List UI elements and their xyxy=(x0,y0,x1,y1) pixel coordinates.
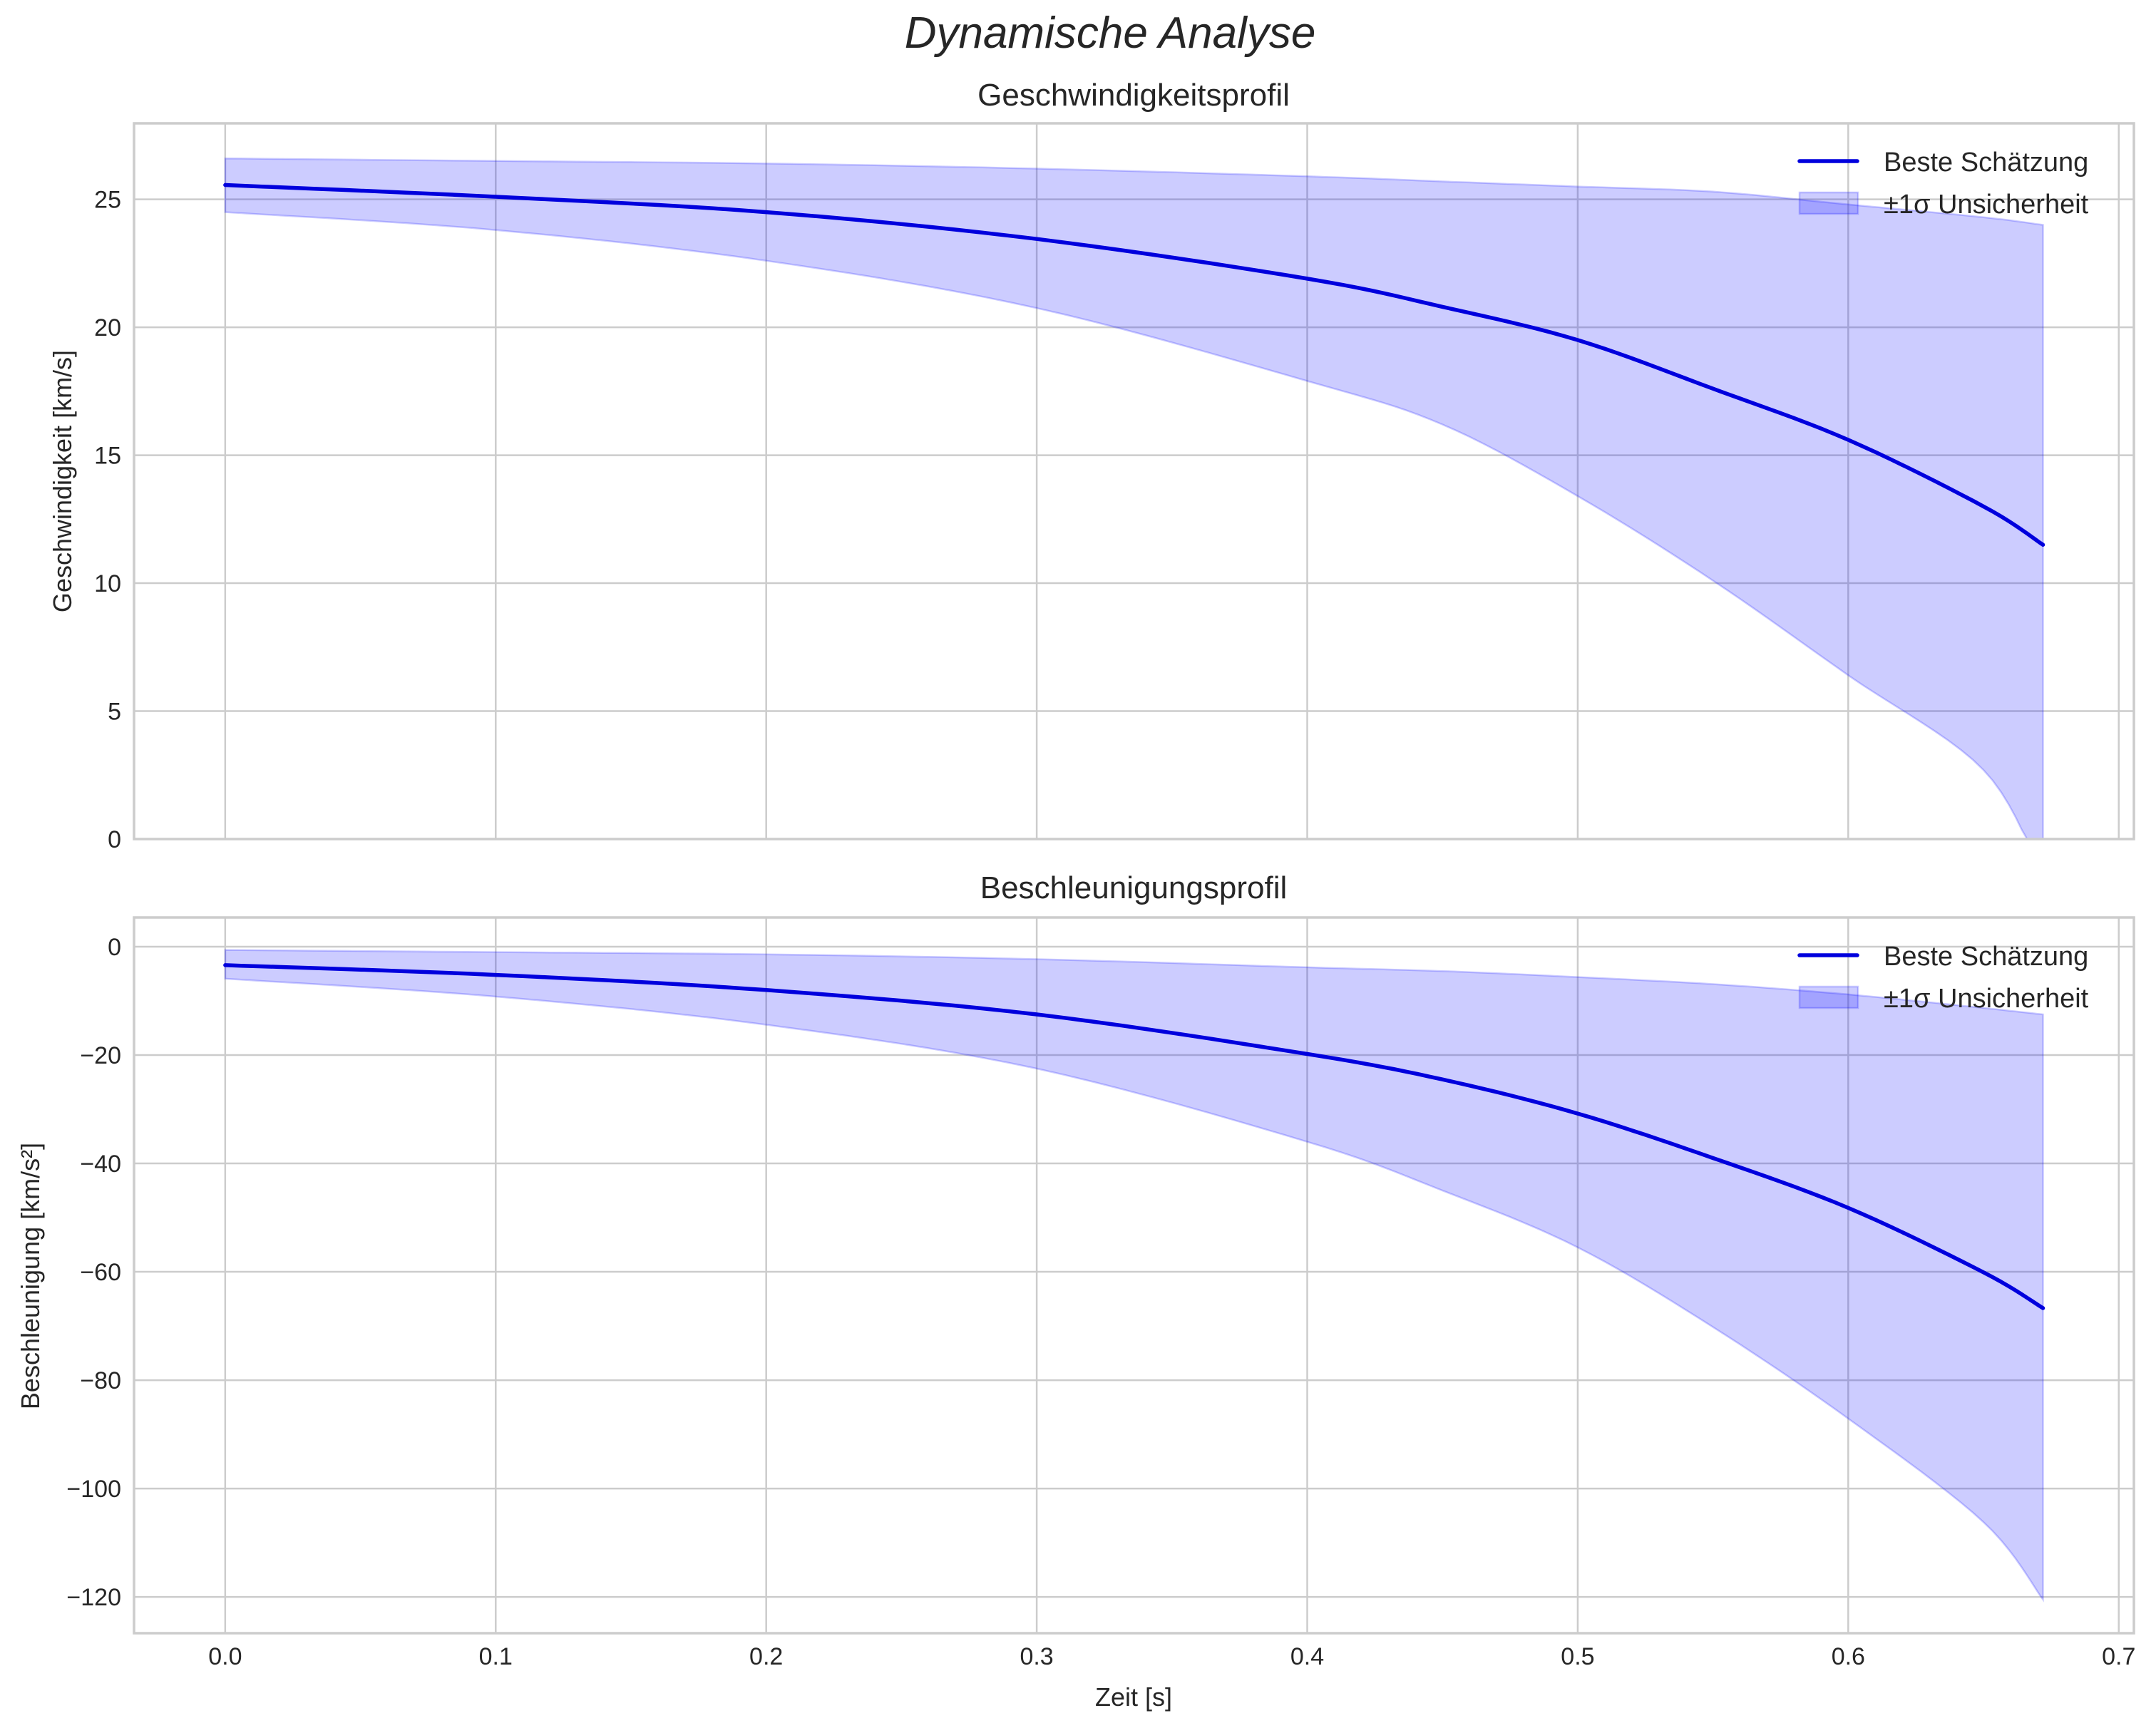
acceleration-plot-frame xyxy=(133,916,2135,1635)
figure-title: Dynamische Analyse xyxy=(905,9,1316,58)
acceleration-uncertainty-band xyxy=(224,949,2044,1603)
y-tick-label: 10 xyxy=(94,570,121,597)
acceleration-gridlines xyxy=(134,917,2134,1633)
acceleration-y-axis-label: Beschleunigung [km/s²] xyxy=(16,1143,45,1409)
legend-band-label: ±1σ Unsicherheit xyxy=(1884,984,2089,1014)
x-axis-ticks: 0.0 0.1 0.2 0.3 0.4 0.5 0.6 0.7 xyxy=(208,1643,2135,1670)
y-tick-label: 5 xyxy=(108,699,121,726)
x-tick-label: 0.3 xyxy=(1020,1643,1053,1670)
y-tick-label: 0 xyxy=(108,934,121,961)
velocity-best-estimate-line xyxy=(223,182,2045,547)
acceleration-legend: Beste Schätzung ±1σ Unsicherheit xyxy=(1797,942,2089,1014)
x-tick-label: 0.5 xyxy=(1561,1643,1594,1670)
x-tick-label: 0.1 xyxy=(479,1643,513,1670)
y-tick-label: 20 xyxy=(94,314,121,341)
acceleration-plot-title: Beschleunigungsprofil xyxy=(980,870,1288,905)
y-tick-label: 25 xyxy=(94,187,121,214)
y-tick-label: −60 xyxy=(80,1259,121,1286)
velocity-legend: Beste Schätzung ±1σ Unsicherheit xyxy=(1797,148,2089,220)
y-tick-label: −100 xyxy=(66,1476,121,1503)
velocity-y-axis-label: Geschwindigkeit [km/s] xyxy=(48,350,77,612)
y-tick-label: −40 xyxy=(80,1151,121,1178)
y-tick-label: −80 xyxy=(80,1367,121,1394)
y-tick-label: 15 xyxy=(94,443,121,470)
acceleration-best-estimate-line xyxy=(223,963,2045,1310)
y-tick-label: −120 xyxy=(66,1584,121,1611)
x-tick-label: 0.4 xyxy=(1290,1643,1324,1670)
x-tick-label: 0.6 xyxy=(1832,1643,1865,1670)
velocity-uncertainty-band xyxy=(224,157,2044,840)
x-tick-label: 0.0 xyxy=(208,1643,242,1670)
legend-band-label: ±1σ Unsicherheit xyxy=(1884,190,2089,220)
velocity-y-ticks: 0 5 10 15 20 25 xyxy=(94,187,121,853)
legend-band-swatch xyxy=(1798,191,1859,215)
x-axis-label: Zeit [s] xyxy=(1095,1682,1172,1712)
y-tick-label: 0 xyxy=(108,826,121,853)
x-tick-label: 0.2 xyxy=(749,1643,783,1670)
velocity-plot: Geschwindigkeitsprofil 0 5 10 15 20 25 Geschw… xyxy=(48,78,2135,853)
acceleration-plot: Beschleunigungsprofil 0 −20 −40 −60 −80 −100 −… xyxy=(16,870,2135,1712)
legend-line-label: Beste Schätzung xyxy=(1884,148,2088,178)
acceleration-y-ticks: 0 −20 −40 −60 −80 −100 −120 xyxy=(66,934,121,1611)
legend-band-swatch xyxy=(1798,985,1859,1009)
y-tick-label: −20 xyxy=(80,1042,121,1069)
velocity-plot-title: Geschwindigkeitsprofil xyxy=(977,78,1290,113)
velocity-gridlines xyxy=(134,123,2134,840)
velocity-plot-frame xyxy=(133,122,2135,840)
legend-line-label: Beste Schätzung xyxy=(1884,942,2088,972)
x-tick-label: 0.7 xyxy=(2102,1643,2135,1670)
